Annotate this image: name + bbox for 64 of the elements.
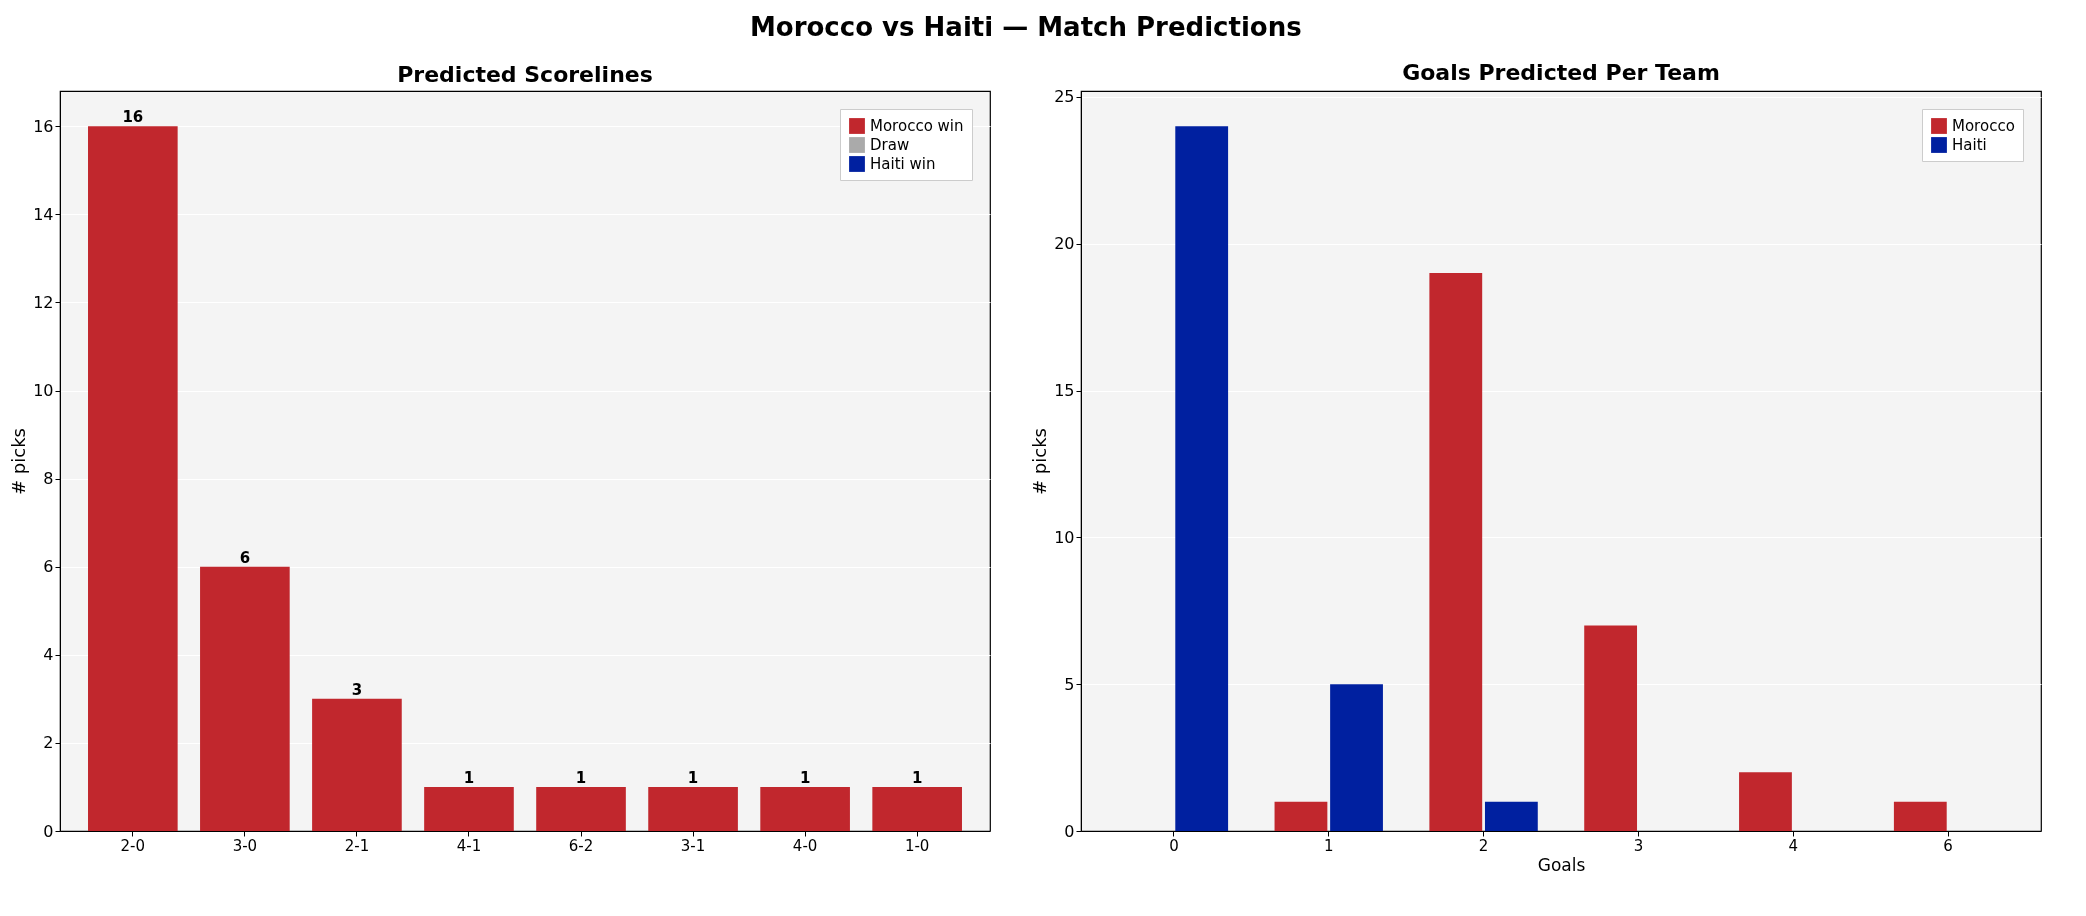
x-tick-label: 6 (1943, 836, 1953, 855)
bar (1429, 273, 1483, 831)
bar (872, 786, 962, 831)
y-tick-label: 10 (1054, 527, 1075, 547)
y-tick-label: 6 (43, 557, 54, 577)
y-tick-label: 15 (1054, 381, 1075, 401)
data-label: 1 (687, 768, 699, 787)
y-tick-label: 16 (33, 116, 54, 136)
text: Morocco vs Haiti — Match Predictions (749, 12, 1302, 43)
bar (1893, 801, 1947, 831)
bar (1175, 126, 1229, 831)
y-tick-label: 2 (43, 733, 54, 753)
data-label: 1 (799, 768, 811, 787)
legend-label: Haiti win (870, 155, 936, 173)
x-tick-label: 3-0 (232, 836, 258, 855)
chart-title: Goals Predicted Per Team (1402, 59, 1720, 85)
y-axis-title: # picks (8, 428, 30, 495)
bar (1274, 801, 1328, 831)
legend-label: Draw (870, 136, 910, 154)
y-tick-label: 25 (1054, 87, 1075, 107)
y-tick-label: 4 (43, 645, 54, 665)
x-tick-label: 1 (1323, 836, 1334, 855)
bar (760, 786, 850, 831)
data-label: 3 (351, 680, 363, 699)
legend-label: Morocco win (870, 117, 964, 135)
x-axis-title: Goals (1537, 854, 1586, 875)
bar (312, 698, 402, 831)
data-label: 1 (575, 768, 587, 787)
x-tick-label: 6-2 (568, 836, 594, 855)
y-tick-label: 12 (33, 292, 54, 312)
bar (1584, 625, 1638, 831)
bar (1330, 684, 1383, 831)
data-label: 1 (463, 768, 475, 787)
x-tick-label: 3 (1633, 836, 1644, 855)
bar (424, 786, 514, 831)
x-tick-label: 3-1 (680, 836, 706, 855)
x-tick-label: 4-1 (456, 836, 482, 855)
x-tick-label: 4-0 (792, 836, 818, 855)
x-tick-label: 0 (1169, 836, 1179, 855)
y-tick-label: 0 (43, 821, 54, 841)
bar (200, 566, 290, 831)
y-tick-label: 8 (43, 469, 54, 489)
bar (536, 786, 626, 831)
x-tick-label: 4 (1788, 836, 1799, 855)
chart-title: Predicted Scorelines (397, 62, 653, 87)
y-tick-label: 20 (1054, 234, 1075, 254)
y-axis-title: # picks (1029, 428, 1051, 495)
y-tick-label: 10 (33, 381, 54, 401)
legend-label: Morocco (1952, 117, 2015, 135)
y-tick-label: 14 (33, 204, 54, 224)
x-tick-label: 2-0 (120, 836, 146, 855)
x-tick-label: 1-0 (904, 836, 930, 855)
x-tick-label: 2 (1478, 836, 1489, 855)
bar (648, 786, 738, 831)
bar (1739, 772, 1792, 831)
y-tick-label: 5 (1064, 674, 1075, 694)
bar (88, 126, 178, 831)
bar (1484, 801, 1538, 831)
x-tick-label: 2-1 (344, 836, 370, 855)
data-label: 1 (911, 768, 923, 787)
data-label: 16 (122, 108, 144, 127)
data-label: 6 (239, 548, 251, 567)
legend-label: Haiti (1952, 136, 1987, 154)
y-tick-label: 0 (1064, 821, 1075, 841)
